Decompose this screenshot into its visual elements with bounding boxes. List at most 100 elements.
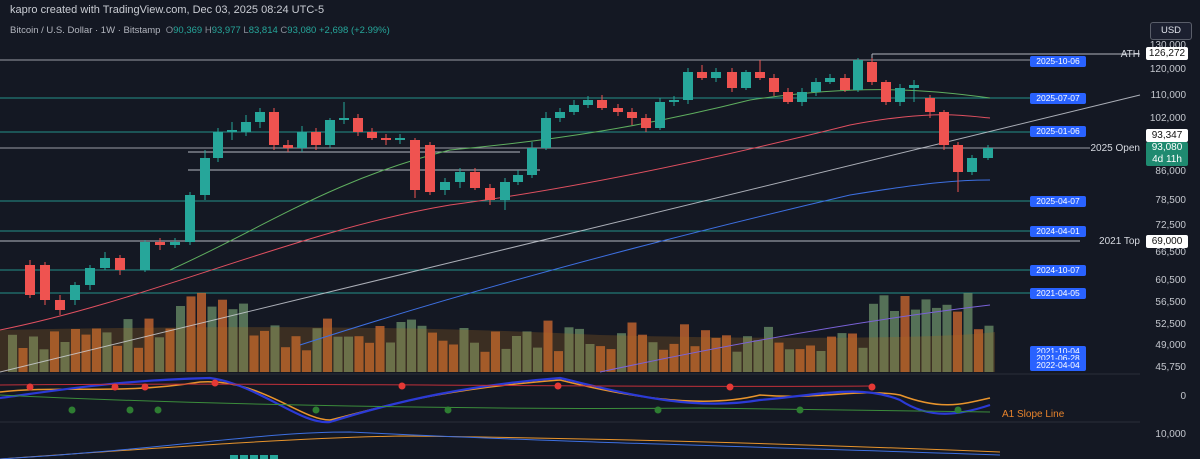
signal-dot	[312, 406, 320, 414]
volume-bar	[837, 333, 847, 372]
candle-body	[213, 132, 223, 158]
candle-body	[269, 112, 279, 145]
volume-bar	[60, 342, 70, 372]
candle-body	[353, 118, 363, 132]
signal-dot	[26, 383, 34, 391]
volume-bar	[281, 347, 290, 372]
level-tag[interactable]: 2022-04-04	[1030, 360, 1086, 371]
trend-line	[0, 94, 1141, 373]
currency-button[interactable]: USD	[1150, 22, 1192, 40]
volume-bar	[984, 325, 994, 372]
candle-body	[711, 72, 721, 78]
level-tag[interactable]: 2024-10-07	[1030, 265, 1086, 276]
ma-green-line	[169, 89, 991, 271]
volume-bar	[8, 334, 17, 372]
candle-body	[881, 82, 891, 102]
candle-body	[683, 72, 693, 100]
candle-body	[825, 78, 835, 82]
volume-bar	[176, 306, 185, 372]
level-tag[interactable]: 2025-10-06	[1030, 56, 1086, 67]
volume-bar	[365, 342, 374, 372]
axis-label: 60,500	[1155, 275, 1186, 286]
level-tag[interactable]: 2021-06-28	[1030, 353, 1086, 364]
low-value: 83,814	[248, 25, 278, 36]
volume-bar	[806, 345, 815, 372]
volume-bar	[417, 325, 427, 372]
candle-body	[155, 242, 165, 245]
volume-bar	[890, 311, 899, 372]
candle-body	[425, 145, 435, 192]
level-tag[interactable]: 2024-04-01	[1030, 226, 1086, 237]
axis-label: 66,500	[1155, 247, 1186, 258]
signal-dot	[444, 406, 452, 414]
axis-label: 78,500	[1155, 195, 1186, 206]
close-key: C	[280, 25, 288, 36]
candle-body	[811, 82, 821, 92]
volume-bar	[102, 332, 112, 372]
volume-bar	[249, 335, 259, 372]
volume-bar	[690, 346, 700, 372]
volume-bar	[18, 348, 28, 372]
volume-bar	[732, 351, 742, 372]
symbol-name: Bitcoin / U.S. Dollar · 1W · Bitstamp	[10, 25, 161, 36]
volume-bar	[522, 331, 532, 372]
candle-body	[655, 102, 665, 128]
volume-bar	[71, 329, 80, 372]
volume-bar	[323, 318, 332, 372]
candle-body	[455, 172, 465, 182]
level-tag[interactable]: 2021-04-05	[1030, 288, 1086, 299]
volume-bar	[207, 306, 217, 372]
axis-label: 56,500	[1155, 297, 1186, 308]
candle-body	[967, 158, 977, 172]
volume-bar	[354, 336, 364, 372]
volume-average-area	[0, 327, 995, 372]
candle-body	[641, 118, 651, 128]
oscillator-green-line	[0, 394, 991, 413]
bar-countdown: 4d 11h	[1152, 154, 1182, 165]
volume-bar	[648, 342, 658, 372]
volume-bar	[50, 331, 59, 372]
axis-label: 86,000	[1155, 166, 1186, 177]
level-tag[interactable]: 2025-01-06	[1030, 126, 1086, 137]
volume-bar	[512, 336, 521, 372]
volume-bar	[144, 318, 154, 372]
axis-label: 52,500	[1155, 319, 1186, 330]
volume-bar	[785, 349, 794, 372]
volume-bar	[911, 309, 920, 372]
volume-bar	[932, 307, 941, 372]
volume-bar	[407, 319, 416, 372]
horizontal-levels	[0, 53, 1140, 294]
signal-dot	[868, 383, 876, 391]
candle-body	[410, 140, 420, 190]
volume-bar	[302, 350, 311, 372]
osc-axis-label: 0	[1180, 391, 1186, 402]
candle-body	[925, 98, 935, 112]
change-value: +2,698 (+2.99%)	[318, 25, 390, 36]
level-tag[interactable]: 2021-10-04	[1030, 346, 1086, 357]
candle-body	[200, 158, 210, 195]
volume-bar	[575, 328, 584, 372]
lower-osc-bar	[270, 455, 278, 459]
volume-bar	[743, 336, 752, 372]
volume-bar	[81, 334, 91, 372]
low-key: L	[243, 25, 249, 36]
candle-body	[939, 112, 949, 145]
signal-dot	[398, 382, 406, 390]
candle-body	[170, 242, 180, 245]
level-tag[interactable]: 2025-07-07	[1030, 93, 1086, 104]
volume-bar	[585, 344, 595, 372]
candle-body	[527, 148, 537, 175]
level-tag[interactable]: 2025-04-07	[1030, 196, 1086, 207]
candle-body	[367, 132, 377, 138]
volume-bar	[459, 328, 469, 372]
ma-blue-line	[299, 179, 991, 346]
volume-bar	[533, 347, 542, 372]
volume-bar	[638, 334, 647, 372]
volume-bars	[0, 292, 995, 372]
signal-dot	[111, 383, 119, 391]
volume-bar	[596, 346, 605, 372]
candle-body	[470, 172, 480, 188]
volume-bar	[186, 296, 196, 372]
volume-bar	[816, 351, 826, 372]
